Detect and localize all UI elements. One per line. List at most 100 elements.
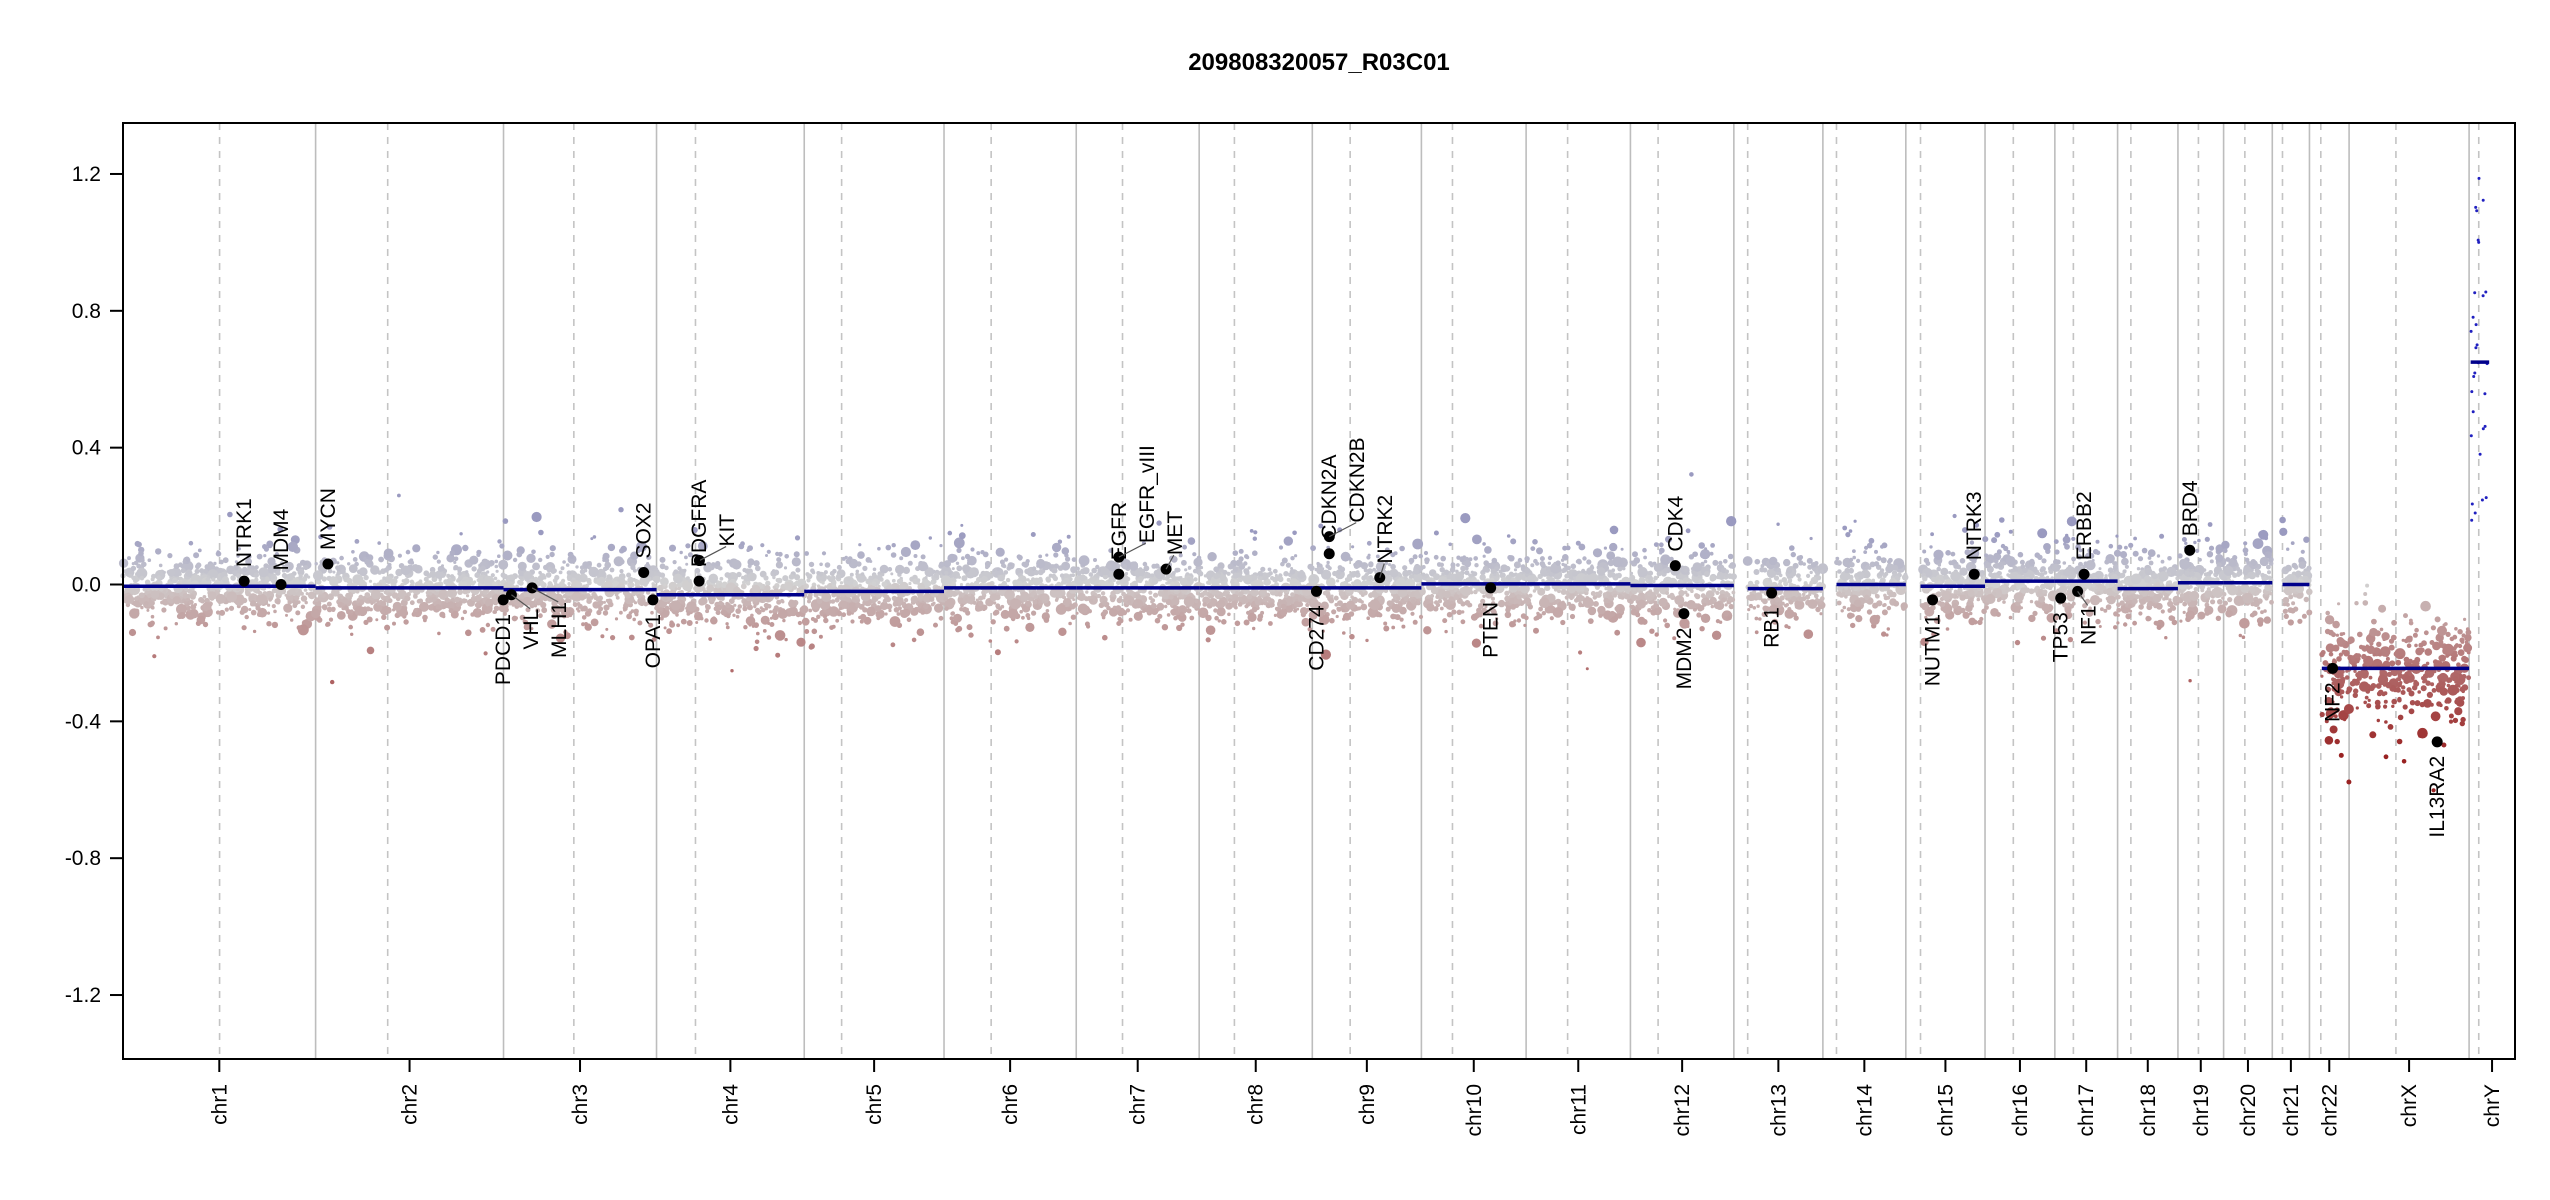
probe-point <box>1153 592 1159 598</box>
probe-point <box>1268 621 1273 626</box>
probe-point <box>1072 598 1076 602</box>
probe-point <box>1346 600 1355 610</box>
probe-point <box>896 578 903 585</box>
probe-point <box>1552 607 1564 618</box>
probe-point <box>150 605 155 610</box>
probe-point <box>439 592 446 599</box>
probe-point <box>646 562 650 566</box>
probe-point <box>619 569 624 574</box>
probe-point <box>913 554 918 558</box>
probe-point <box>356 600 360 604</box>
probe-point <box>187 571 191 575</box>
probe-point <box>540 601 547 609</box>
probe-point <box>845 558 852 565</box>
probe-point <box>953 615 958 620</box>
probe-point <box>784 581 794 591</box>
probe-point <box>1747 608 1751 612</box>
probe-point <box>664 605 670 611</box>
probe-point <box>529 578 534 583</box>
probe-point <box>836 610 843 617</box>
probe-point <box>1571 606 1576 611</box>
probe-point <box>508 574 515 582</box>
probe-point <box>1526 594 1531 598</box>
probe-point <box>747 558 755 566</box>
probe-point <box>405 549 411 555</box>
probe-point <box>310 608 321 619</box>
probe-point <box>725 602 731 609</box>
probe-point <box>131 575 136 580</box>
probe-point <box>412 544 421 553</box>
probe-point <box>359 600 364 605</box>
probe-point <box>1362 575 1368 580</box>
probe-point <box>1690 589 1694 593</box>
probe-point <box>1567 585 1576 594</box>
probe-point <box>866 606 876 617</box>
probe-point <box>590 537 594 541</box>
probe-point <box>547 619 557 629</box>
probe-point <box>188 540 194 546</box>
probe-point <box>907 603 913 609</box>
probe-point <box>1689 472 1694 477</box>
probe-point <box>793 581 798 587</box>
probe-point <box>330 679 335 685</box>
probe-point <box>441 564 444 568</box>
probe-point <box>998 574 1005 582</box>
probe-point <box>174 622 178 626</box>
probe-point <box>1632 551 1638 558</box>
probe-point <box>1784 609 1795 619</box>
probe-point <box>877 600 881 605</box>
probe-point <box>1797 577 1802 582</box>
probe-point <box>715 610 721 616</box>
probe-point <box>1565 545 1571 551</box>
probe-point <box>972 600 977 605</box>
probe-point <box>219 559 224 565</box>
probe-point <box>651 637 657 642</box>
probe-point <box>590 618 599 627</box>
probe-point <box>321 576 327 582</box>
probe-point <box>984 560 991 567</box>
probe-point <box>331 608 336 612</box>
probe-point <box>589 595 594 600</box>
probe-point <box>1008 562 1013 567</box>
probe-point <box>449 574 455 579</box>
probe-point <box>1277 591 1283 597</box>
probe-point <box>836 564 842 570</box>
probe-point <box>761 607 766 613</box>
probe-point <box>270 593 274 598</box>
probe-point <box>140 558 145 563</box>
probe-point <box>1196 592 1199 596</box>
probe-point <box>1541 611 1547 616</box>
probe-point <box>381 614 387 620</box>
probe-point <box>995 603 1001 609</box>
probe-point <box>1142 609 1146 613</box>
probe-point <box>574 573 582 581</box>
probe-point <box>435 570 444 579</box>
probe-point <box>600 634 605 639</box>
probe-point <box>248 608 252 611</box>
probe-point <box>1789 545 1795 551</box>
probe-point <box>325 622 330 627</box>
probe-point <box>271 604 276 609</box>
probe-point <box>180 568 186 574</box>
probe-point <box>931 581 935 585</box>
probe-point <box>1032 577 1041 586</box>
probe-point <box>988 639 993 643</box>
probe-point <box>241 607 247 614</box>
probe-point <box>1630 594 1638 601</box>
probe-point <box>1439 562 1445 567</box>
probe-point <box>483 651 488 656</box>
probe-point <box>300 604 306 609</box>
probe-point <box>228 605 235 611</box>
probe-point <box>581 615 587 620</box>
probe-point <box>328 617 334 622</box>
probe-point <box>1504 590 1510 596</box>
probe-point <box>858 615 862 620</box>
probe-point <box>1194 599 1198 603</box>
probe-point <box>795 611 801 618</box>
probe-point <box>1698 542 1705 549</box>
probe-point <box>880 601 889 611</box>
probe-point <box>1404 576 1408 580</box>
probe-point <box>586 577 591 582</box>
probe-point <box>410 560 415 565</box>
probe-point <box>862 607 868 613</box>
